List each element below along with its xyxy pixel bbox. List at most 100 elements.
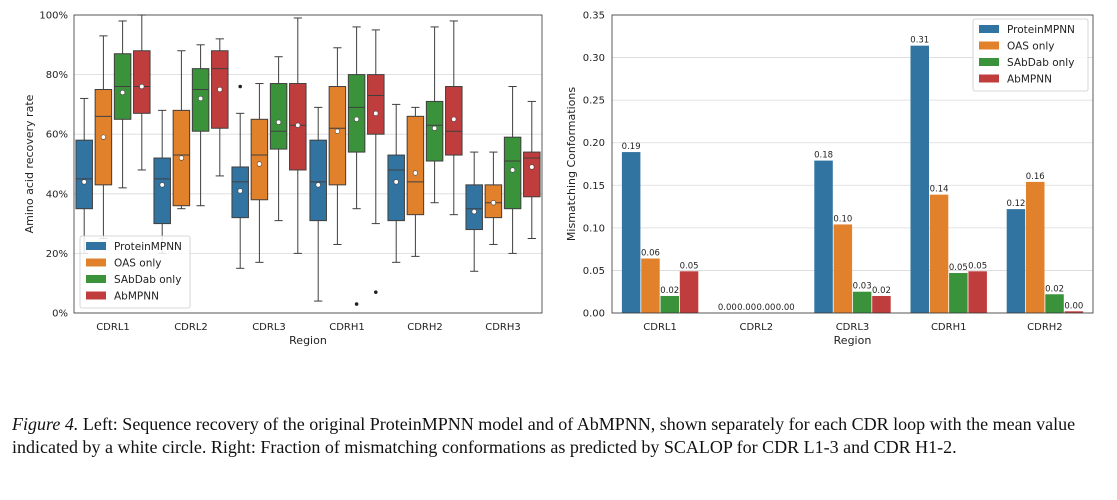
box-proteinmpnn [465, 184, 483, 231]
bar-oas-only [641, 258, 660, 313]
bar-value-label-proteinmpnn: 0.18 [814, 151, 833, 161]
box-proteinmpnn [309, 139, 327, 222]
mean-marker-proteinmpnn [393, 179, 399, 185]
box-abmpnn [133, 50, 151, 114]
box-oas-only [328, 86, 347, 186]
bar-value-label-oas-only: 0.14 [930, 185, 949, 195]
legend-swatch-oas-only [86, 258, 106, 267]
bar-proteinmpnn [1006, 209, 1026, 313]
y-tick-label: 0.00 [583, 309, 605, 320]
mean-marker-sabdab-only [198, 95, 204, 102]
mean-marker-proteinmpnn [471, 209, 477, 215]
x-tick-label: CDRH2 [407, 322, 443, 333]
mean-marker-oas-only [334, 128, 341, 134]
legend-label-proteinmpnn: ProteinMPNN [114, 241, 182, 253]
plot-frame [73, 14, 543, 314]
legend-label-abmpnn: AbMPNN [114, 291, 159, 303]
y-tick-label: 80% [46, 70, 68, 81]
legend-label-sabdab-only: SAbDab only [1007, 57, 1074, 69]
caption-text: Left: Sequence recovery of the original … [12, 414, 1076, 457]
bar-sabdab-only [852, 291, 872, 313]
bar-proteinmpnn [910, 45, 929, 313]
mean-marker-oas-only [178, 155, 184, 161]
legend-box [972, 18, 1089, 92]
legend-label-sabdab-only: SAbDab only [114, 274, 181, 286]
box-proteinmpnn [387, 154, 405, 222]
y-tick-label: 100% [39, 11, 68, 22]
bar-value-label-proteinmpnn: 0.12 [1006, 199, 1025, 209]
box-sabdab-only [425, 100, 444, 162]
y-tick-label: 0.20 [583, 138, 605, 149]
bar-value-label-oas-only: 0.16 [1026, 172, 1045, 182]
bar-value-label-oas-only: 0.00 [737, 303, 756, 313]
y-tick-label: 0.15 [583, 181, 605, 192]
legend-swatch-abmpnn [86, 291, 106, 300]
bar-value-label-abmpnn: 0.02 [872, 286, 891, 296]
mean-marker-sabdab-only [432, 125, 438, 131]
bar-sabdab-only [1045, 294, 1064, 313]
x-tick-label: CDRH2 [1027, 322, 1063, 333]
bar-value-label-abmpnn: 0.05 [680, 261, 699, 271]
box-proteinmpnn [153, 157, 171, 225]
legend-box [79, 235, 191, 309]
caption-lead: Figure 4. [12, 414, 79, 434]
bar-value-label-proteinmpnn: 0.19 [622, 142, 641, 152]
bar-value-label-oas-only: 0.10 [833, 214, 852, 224]
bar-abmpnn [968, 271, 987, 313]
bar-abmpnn [1064, 311, 1084, 313]
outlier-point-sabdab-only [354, 302, 359, 306]
mean-marker-sabdab-only [119, 89, 126, 96]
y-tick-label: 20% [46, 249, 68, 260]
bar-value-label-abmpnn: 0.00 [776, 303, 795, 313]
mean-marker-proteinmpnn [237, 188, 243, 194]
bar-value-label-sabdab-only: 0.03 [853, 282, 872, 292]
mean-marker-abmpnn [529, 164, 535, 170]
legend-label-oas-only: OAS only [114, 258, 161, 270]
mean-marker-oas-only [412, 170, 419, 176]
mean-marker-sabdab-only [509, 167, 516, 173]
x-tick-label: CDRL3 [836, 322, 870, 333]
bar-proteinmpnn [814, 160, 833, 313]
legend-swatch-abmpnn [979, 74, 999, 83]
mean-marker-proteinmpnn [315, 182, 321, 188]
bar-oas-only [929, 194, 949, 313]
legend-label-oas-only: OAS only [1007, 41, 1054, 53]
outlier-point-abmpnn [374, 290, 378, 294]
bar-abmpnn [872, 295, 891, 313]
bar-value-label-proteinmpnn: 0.31 [910, 36, 929, 46]
bar-value-label-proteinmpnn: 0.00 [718, 303, 737, 313]
legend-swatch-sabdab-only [86, 275, 106, 283]
bar-proteinmpnn [621, 152, 641, 313]
bar-oas-only [833, 224, 853, 313]
legend-label-proteinmpnn: ProteinMPNN [1007, 24, 1075, 36]
mean-marker-oas-only [490, 200, 497, 206]
x-tick-label: CDRH3 [485, 322, 521, 333]
x-tick-label: CDRL1 [96, 322, 130, 333]
box-proteinmpnn [75, 139, 93, 210]
x-tick-label: CDRH1 [931, 322, 967, 333]
y-tick-label: 0% [52, 309, 68, 320]
y-axis-label: Amino acid recovery rate [23, 94, 36, 233]
box-sabdab-only [347, 74, 366, 153]
bar-value-label-sabdab-only: 0.00 [756, 303, 775, 313]
x-axis-label: Region [289, 334, 327, 347]
bar-value-label-abmpnn: 0.05 [968, 261, 987, 271]
y-tick-label: 60% [46, 130, 68, 141]
outlier-point-proteinmpnn [238, 84, 242, 89]
bar-value-label-sabdab-only: 0.02 [660, 286, 679, 296]
right-bar-chart: 0.00 0.05 0.10 0.15 0.20 0.25 0.30 0.35 CDRL1 0.1… [565, 11, 1094, 347]
x-axis-label: Region [834, 334, 872, 347]
mean-marker-oas-only [256, 161, 263, 167]
mean-marker-oas-only [100, 134, 106, 140]
bar-value-label-sabdab-only: 0.02 [1045, 284, 1064, 294]
x-tick-label: CDRL1 [643, 322, 677, 333]
figure-canvas: 0% 20% 40% 60% 80% 100% CDRL1 CDRL2 CDRL3 CDRH1 CD… [23, 11, 1094, 347]
mean-marker-abmpnn [217, 86, 223, 93]
x-tick-label: CDRH1 [329, 322, 365, 333]
bar-value-label-sabdab-only: 0.05 [949, 263, 968, 273]
y-tick-label: 0.35 [583, 11, 605, 22]
box-sabdab-only [503, 136, 522, 210]
box-abmpnn [367, 74, 385, 135]
left-boxplot-chart: 0% 20% 40% 60% 80% 100% CDRL1 CDRL2 CDRL3 CDRH1 CD… [23, 11, 543, 347]
x-tick-label: CDRL3 [252, 322, 286, 333]
